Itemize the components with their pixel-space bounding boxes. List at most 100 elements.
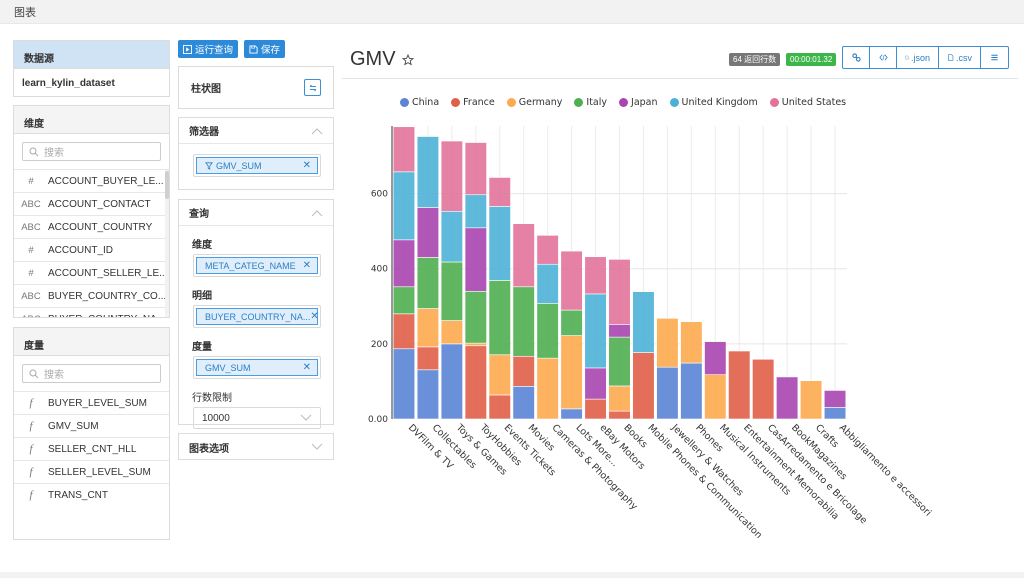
list-item[interactable]: ABC ACCOUNT_CONTACT (14, 192, 169, 215)
bar-segment[interactable] (656, 366, 679, 420)
bar-segment[interactable] (416, 369, 439, 420)
query-header[interactable]: 查询 (179, 200, 333, 226)
bar-segment[interactable] (608, 324, 631, 338)
legend-item[interactable]: Japan (619, 97, 658, 108)
bar-segment[interactable] (464, 194, 487, 229)
dimensions-search-input[interactable]: 搜索 (22, 142, 161, 161)
bar-segment[interactable] (608, 259, 631, 325)
bar-segment[interactable] (392, 348, 416, 420)
bar-segment[interactable] (584, 256, 607, 295)
bar-segment[interactable] (608, 336, 631, 387)
bar-segment[interactable] (440, 210, 463, 263)
bar-segment[interactable] (392, 286, 416, 315)
measures-search-input[interactable]: 搜索 (22, 364, 161, 383)
bar-segment[interactable] (440, 261, 463, 321)
bar-segment[interactable] (776, 376, 799, 420)
bar-segment[interactable] (416, 346, 439, 371)
list-item[interactable]: f SELLER_LEVEL_SUM (14, 460, 169, 483)
legend-item[interactable]: Germany (506, 97, 562, 108)
link-button[interactable] (843, 47, 870, 68)
filter-chip[interactable]: GMV_SUM ✕ (196, 157, 318, 174)
bar-segment[interactable] (680, 362, 703, 420)
bar-segment[interactable] (488, 206, 511, 281)
bar-segment[interactable] (416, 257, 439, 309)
bar-segment[interactable] (416, 308, 439, 348)
bar-segment[interactable] (488, 354, 511, 396)
list-item[interactable]: f GMV_SUM (14, 414, 169, 437)
chart-options-panel[interactable]: 图表选项 (178, 433, 334, 460)
bar-segment[interactable] (440, 320, 463, 345)
legend-item[interactable]: United States (769, 97, 846, 108)
bar-segment[interactable] (656, 318, 679, 368)
star-icon[interactable] (401, 53, 414, 66)
list-item[interactable]: # ACCOUNT_ID (14, 238, 169, 261)
bar-segment[interactable] (800, 380, 823, 420)
bar-segment[interactable] (704, 341, 727, 375)
bar-segment[interactable] (488, 177, 511, 207)
menu-button[interactable] (981, 47, 1008, 68)
remove-measure-icon[interactable]: ✕ (302, 362, 311, 373)
chevron-down-icon[interactable] (311, 443, 323, 451)
bar-segment[interactable] (488, 280, 511, 356)
embed-button[interactable] (870, 47, 897, 68)
bar-segment[interactable] (560, 408, 583, 420)
bar-segment[interactable] (823, 407, 847, 420)
bar-segment[interactable] (584, 398, 607, 420)
legend-item[interactable]: United Kingdom (669, 97, 758, 108)
bar-segment[interactable] (512, 386, 535, 420)
list-item[interactable]: ABC ACCOUNT_COUNTRY (14, 215, 169, 238)
remove-dimension-icon[interactable]: ✕ (302, 260, 311, 271)
bar-segment[interactable] (536, 235, 559, 265)
bar-segment[interactable] (632, 291, 655, 353)
bar-segment[interactable] (823, 390, 847, 408)
bar-segment[interactable] (392, 239, 416, 288)
bar-segment[interactable] (536, 357, 559, 420)
bar-segment[interactable] (392, 313, 416, 350)
bar-segment[interactable] (560, 250, 583, 311)
bar-segment[interactable] (392, 171, 416, 241)
bar-segment[interactable] (584, 293, 607, 369)
bar-segment[interactable] (608, 410, 631, 420)
dimensions-scrollbar[interactable] (165, 170, 169, 317)
viz-type-switch-button[interactable] (304, 79, 321, 96)
bar-segment[interactable] (488, 394, 511, 420)
dimension-chip[interactable]: META_CATEG_NAME ✕ (196, 257, 318, 274)
export-csv-button[interactable]: .csv (939, 47, 981, 68)
measure-chip[interactable]: GMV_SUM ✕ (196, 359, 318, 376)
list-item[interactable]: # ACCOUNT_BUYER_LE... (14, 169, 169, 192)
bar-segment[interactable] (512, 223, 535, 288)
export-json-button[interactable]: .json (897, 47, 939, 68)
dimensions-scrollbar-thumb[interactable] (165, 171, 169, 199)
bar-segment[interactable] (464, 345, 487, 420)
bar-segment[interactable] (512, 355, 535, 387)
list-item[interactable]: ABC BUYER_COUNTRY_CO... (14, 284, 169, 307)
bar-segment[interactable] (512, 286, 535, 357)
remove-detail-icon[interactable]: ✕ (310, 311, 319, 322)
run-query-button[interactable]: 运行查询 (178, 40, 238, 58)
save-button[interactable]: 保存 (244, 40, 285, 58)
list-item[interactable]: # ACCOUNT_SELLER_LE... (14, 261, 169, 284)
legend-item[interactable]: China (400, 97, 439, 108)
list-item[interactable]: f BUYER_LEVEL_SUM (14, 391, 169, 414)
bar-segment[interactable] (464, 227, 487, 292)
chart-options-header[interactable]: 图表选项 (179, 434, 333, 460)
bar-segment[interactable] (416, 136, 439, 208)
bar-segment[interactable] (440, 343, 463, 420)
bar-segment[interactable] (536, 303, 559, 359)
chevron-up-icon[interactable] (311, 127, 323, 135)
bar-segment[interactable] (560, 309, 583, 336)
detail-chip[interactable]: BUYER_COUNTRY_NA... ✕ (196, 308, 319, 325)
bar-segment[interactable] (608, 385, 631, 412)
bar-segment[interactable] (584, 367, 607, 400)
row-limit-select[interactable]: 10000 (193, 407, 321, 429)
bar-segment[interactable] (464, 142, 487, 196)
bar-segment[interactable] (416, 207, 439, 258)
list-item[interactable]: f SELLER_CNT_HLL (14, 437, 169, 460)
bar-segment[interactable] (632, 352, 655, 420)
chevron-up-icon[interactable] (311, 209, 323, 217)
legend-item[interactable]: Italy (574, 97, 607, 108)
bar-segment[interactable] (440, 140, 463, 212)
bar-segment[interactable] (536, 263, 559, 304)
remove-filter-icon[interactable]: ✕ (302, 160, 311, 171)
bar-segment[interactable] (560, 335, 583, 410)
